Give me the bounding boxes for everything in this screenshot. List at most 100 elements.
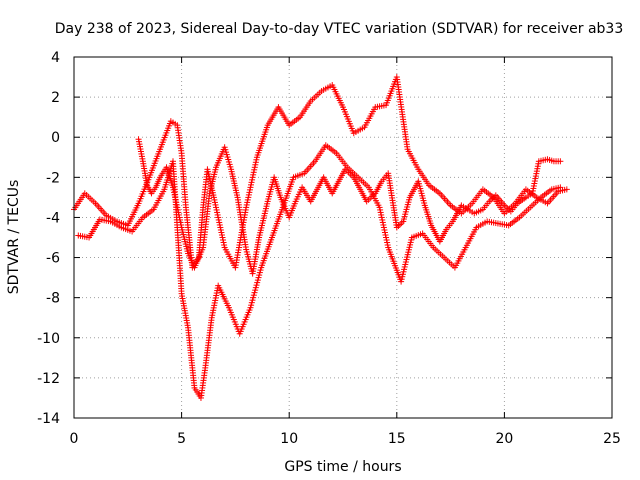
data-point	[379, 216, 386, 223]
data-point	[381, 229, 388, 236]
data-point	[176, 216, 183, 223]
data-point	[256, 269, 263, 276]
data-point	[175, 211, 182, 218]
data-point	[380, 221, 387, 228]
data-point	[253, 282, 260, 289]
data-point	[170, 186, 177, 193]
data-point	[218, 229, 225, 236]
x-tick-labels: 0 5 10 15 20 25	[70, 431, 621, 447]
data-point	[219, 234, 226, 241]
data-point	[376, 204, 383, 211]
x-tick-label: 20	[495, 431, 513, 447]
plot-frame	[73, 56, 613, 419]
data-point	[251, 289, 258, 296]
data-point	[384, 242, 391, 249]
data-point	[243, 204, 250, 211]
x-tick-label: 5	[177, 431, 186, 447]
y-tick-label: -4	[46, 210, 60, 226]
data-point	[252, 287, 259, 294]
data-point	[377, 206, 384, 213]
y-tick-label: -10	[37, 331, 60, 347]
x-tick-label: 0	[70, 431, 79, 447]
data-point	[211, 199, 218, 206]
data-point	[254, 277, 261, 284]
y-tick-label: -6	[46, 251, 60, 267]
data-point	[383, 237, 390, 244]
data-point	[173, 199, 180, 206]
data-point	[217, 226, 224, 233]
data-point	[175, 209, 182, 216]
data-point	[216, 221, 223, 228]
data-point	[557, 184, 564, 191]
data-point	[249, 176, 256, 183]
grid-lines	[74, 57, 612, 418]
data-point	[171, 189, 178, 196]
data-point	[247, 304, 254, 311]
data-point	[216, 219, 223, 226]
data-point	[246, 186, 253, 193]
data-point	[210, 194, 217, 201]
data-point	[383, 234, 390, 241]
data-point	[244, 196, 251, 203]
data-point	[378, 214, 385, 221]
data-point	[250, 294, 257, 301]
data-point	[255, 274, 262, 281]
data-point	[213, 204, 220, 211]
chart-title: Day 238 of 2023, Sidereal Day-to-day VTE…	[55, 21, 624, 37]
data-point	[377, 209, 384, 216]
x-tick-label: 25	[603, 431, 621, 447]
data-point	[248, 181, 255, 188]
data-point	[245, 191, 252, 198]
data-point	[257, 267, 264, 274]
data-point	[214, 209, 221, 216]
data-point	[250, 171, 257, 178]
data-point	[176, 214, 183, 221]
data-point	[246, 189, 253, 196]
data-point	[247, 184, 254, 191]
data-point	[173, 201, 180, 208]
data-point	[214, 211, 221, 218]
data-point	[217, 224, 224, 231]
data-point	[245, 194, 252, 201]
data-point	[221, 242, 228, 249]
axis-ticks	[73, 56, 613, 419]
data-point	[215, 214, 222, 221]
data-point	[563, 186, 570, 193]
data-point	[251, 166, 258, 173]
data-point	[254, 279, 261, 286]
data-point	[379, 219, 386, 226]
y-tick-label: 4	[51, 50, 60, 66]
y-axis-label: SDTVAR / TECUs	[6, 180, 22, 295]
data-point	[253, 156, 260, 163]
data-point	[212, 201, 219, 208]
data-point	[211, 196, 218, 203]
data-point	[252, 159, 259, 166]
data-point	[252, 161, 259, 168]
data-point	[172, 196, 179, 203]
data-point	[251, 164, 258, 171]
data-points	[71, 74, 570, 401]
data-point	[378, 211, 385, 218]
data-point	[174, 204, 181, 211]
y-tick-label: -8	[46, 291, 60, 307]
y-tick-label: -12	[37, 371, 60, 387]
y-tick-labels: -14 -12 -10 -8 -6 -4 -2 0 2 4	[37, 50, 60, 427]
data-point	[250, 169, 257, 176]
x-tick-label: 15	[388, 431, 406, 447]
data-point	[249, 297, 256, 304]
y-tick-label: -14	[37, 411, 60, 427]
data-point	[220, 239, 227, 246]
data-point	[213, 206, 220, 213]
data-point	[177, 219, 184, 226]
data-point	[248, 302, 255, 309]
x-tick-label: 10	[280, 431, 298, 447]
data-point	[384, 239, 391, 246]
data-point	[218, 231, 225, 238]
data-point	[174, 206, 181, 213]
data-point	[215, 216, 222, 223]
data-point	[172, 194, 179, 201]
data-point	[244, 199, 251, 206]
data-point	[169, 184, 176, 191]
y-tick-label: -2	[46, 170, 60, 186]
